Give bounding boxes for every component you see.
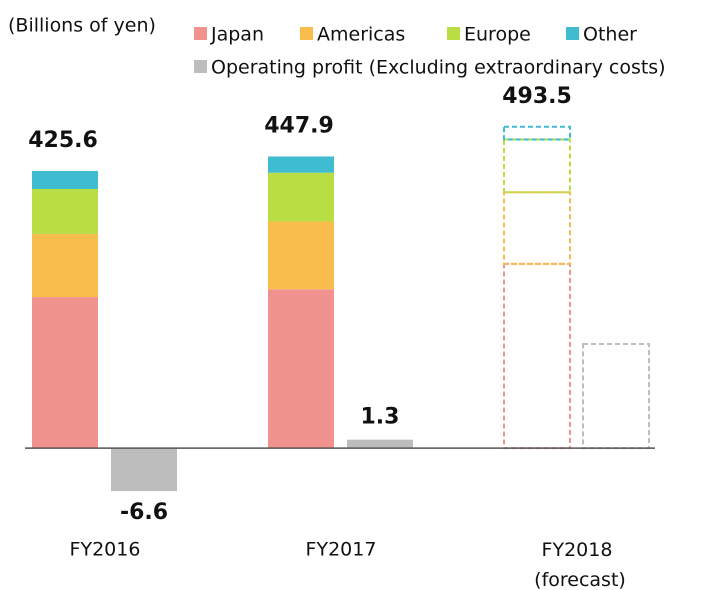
- stack-segment: [32, 171, 98, 189]
- profit-bar: [582, 342, 650, 450]
- legend-swatch: [300, 27, 313, 40]
- legend-label: Operating profit (Excluding extraordinar…: [211, 57, 666, 79]
- unit-label: (Billions of yen): [8, 15, 156, 37]
- legend-label: Japan: [210, 24, 264, 46]
- total-label: 493.5: [502, 84, 572, 109]
- profit-label: 1.3: [361, 405, 400, 430]
- legend-swatch: [566, 27, 579, 40]
- stack-segment: [32, 297, 98, 449]
- stack-segment: [268, 156, 334, 173]
- profit-label: -6.6: [120, 500, 168, 525]
- total-label: 425.6: [28, 128, 98, 153]
- category-label: FY2016: [70, 539, 141, 561]
- stack-segment: [503, 138, 571, 194]
- stack-segment: [268, 221, 334, 290]
- stack-segment: [503, 125, 571, 141]
- stack-segment: [503, 191, 571, 265]
- total-label: 447.9: [264, 113, 334, 138]
- stack-segment: [32, 188, 98, 234]
- legend-swatch: [194, 27, 207, 40]
- profit-bar: [111, 448, 177, 492]
- stack-segment: [32, 233, 98, 298]
- profit-bar: [347, 439, 413, 449]
- legend-label: Other: [583, 24, 637, 46]
- legend-swatch: [194, 60, 207, 73]
- category-label: FY2017: [306, 539, 377, 561]
- stack-segment: [503, 262, 571, 450]
- legend-swatch: [447, 27, 460, 40]
- stack-segment: [268, 289, 334, 449]
- legend-label: Europe: [464, 24, 531, 46]
- stack-segment: [268, 172, 334, 222]
- legend-label: Americas: [317, 24, 405, 46]
- category-label: FY2018 (forecast): [534, 539, 626, 590]
